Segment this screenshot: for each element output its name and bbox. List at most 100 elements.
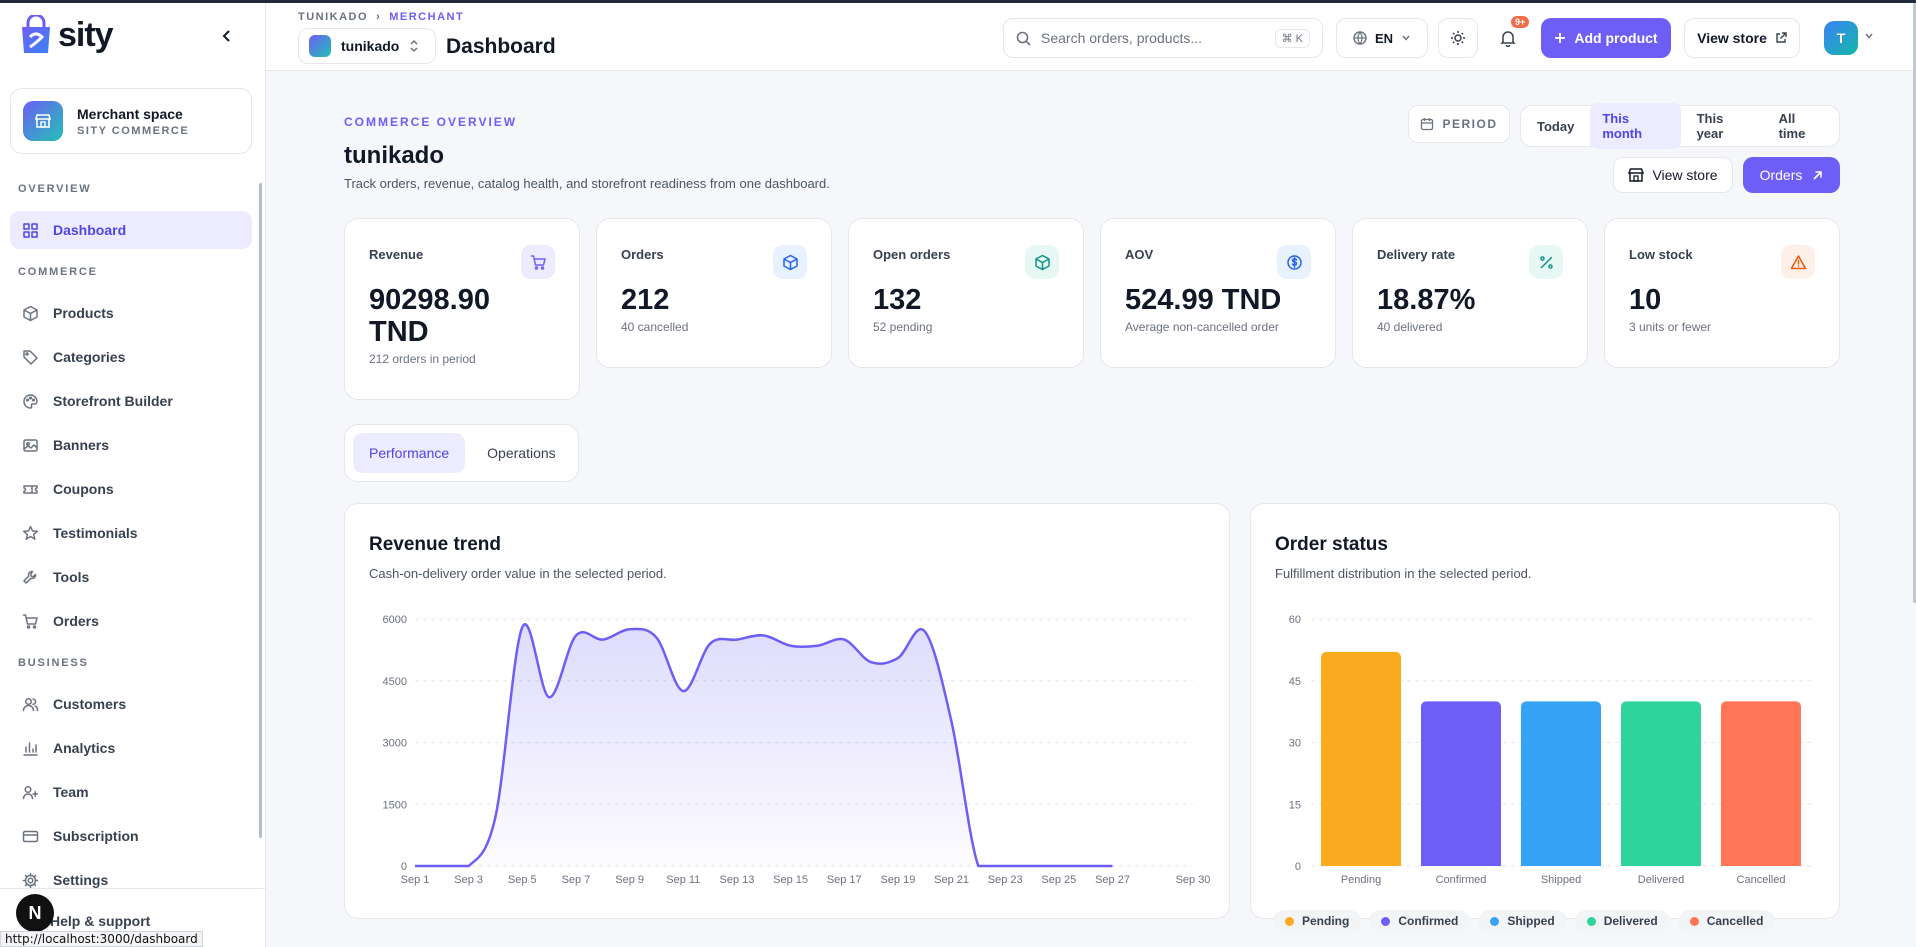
sidebar-item-orders[interactable]: Orders [10, 602, 252, 640]
sidebar-item-products[interactable]: Products [10, 294, 252, 332]
kpi-value: 90298.90 TND [369, 284, 490, 348]
x-tick-label: Sep 11 [666, 874, 700, 886]
order-status-title: Order status [1275, 534, 1388, 555]
order-status-chart: 0 15 30 45 60 Pending Confirmed Shipped Delivere… [1289, 614, 1811, 886]
sidebar-scrollbar[interactable] [259, 183, 262, 838]
store-switcher[interactable]: tunikado [298, 28, 436, 64]
x-tick-label: Shipped [1541, 874, 1581, 886]
period-option-today[interactable]: Today [1537, 118, 1575, 134]
sidebar-item-dashboard[interactable]: Dashboard [10, 211, 252, 249]
sidebar: sity Merchant space SITY COMMERCE OVERVI… [0, 3, 266, 947]
legend-item-delivered[interactable]: Delivered [1574, 910, 1670, 932]
collapse-sidebar-button[interactable] [216, 25, 238, 47]
x-tick-label: Sep 17 [827, 874, 862, 886]
x-tick-label: Pending [1341, 874, 1381, 886]
store-name: tunikado [341, 38, 400, 54]
tab-operations[interactable]: Operations [487, 445, 556, 461]
kpi-card-open-orders: Open orders 132 52 pending [848, 218, 1084, 368]
legend-item-pending[interactable]: Pending [1273, 910, 1362, 932]
x-tick-label: Sep 15 [773, 874, 808, 886]
notification-count-badge: 9+ [1511, 16, 1530, 28]
legend-item-confirmed[interactable]: Confirmed [1369, 910, 1471, 932]
kpi-card-delivery-rate: Delivery rate 18.87% 40 delivered [1352, 218, 1588, 368]
sidebar-item-categories[interactable]: Categories [10, 338, 252, 376]
search-input[interactable]: Search orders, products... ⌘ K [1003, 18, 1323, 58]
sidebar-item-coupons[interactable]: Coupons [10, 470, 252, 508]
sidebar-item-subscription[interactable]: Subscription [10, 817, 252, 855]
tab-performance[interactable]: Performance [353, 433, 466, 473]
orders-button[interactable]: Orders [1743, 157, 1840, 193]
sidebar-item-label: Customers [53, 696, 127, 712]
y-tick-label: 0 [1295, 861, 1301, 873]
page-title: Dashboard [446, 35, 556, 58]
sidebar-item-customers[interactable]: Customers [10, 685, 252, 723]
image-icon [22, 437, 39, 454]
sidebar-item-label: Banners [53, 437, 110, 453]
bar-pending[interactable] [1321, 651, 1401, 866]
sidebar-item-banners[interactable]: Banners [10, 426, 252, 464]
search-shortcut: ⌘ K [1274, 28, 1310, 48]
y-tick-label: 30 [1289, 738, 1301, 750]
x-tick-label: Sep 19 [880, 874, 915, 886]
top-header: TUNIKADO › MERCHANT tunikado Dashboard S… [266, 3, 1916, 71]
overview-subtitle: Track orders, revenue, catalog health, a… [344, 176, 830, 191]
x-tick-label: Sep 13 [719, 874, 754, 886]
legend-item-cancelled[interactable]: Cancelled [1677, 910, 1776, 932]
bar-confirmed[interactable] [1421, 701, 1501, 866]
view-store-header-button[interactable]: View store [1684, 18, 1800, 58]
revenue-trend-subtitle: Cash-on-delivery order value in the sele… [369, 566, 667, 581]
y-tick-label: 15 [1289, 799, 1301, 811]
x-tick-label: Confirmed [1436, 874, 1487, 886]
sidebar-item-label: Tools [53, 569, 90, 585]
breadcrumb-separator-icon: › [376, 11, 382, 23]
percent-icon [1529, 245, 1563, 279]
sidebar-item-team[interactable]: Team [10, 773, 252, 811]
revenue-trend-card: Revenue trend Cash-on-delivery order val… [344, 503, 1230, 919]
user-avatar[interactable]: T [1824, 21, 1858, 55]
theme-toggle-button[interactable] [1438, 18, 1478, 58]
bell-icon [1500, 30, 1516, 47]
nextjs-dev-badge[interactable]: N [16, 894, 54, 932]
arrow-up-right-icon [1813, 170, 1823, 180]
period-option-all-time[interactable]: All time [1778, 111, 1806, 141]
add-product-button[interactable]: Add product [1541, 18, 1671, 58]
kpi-subtext: 3 units or fewer [1629, 320, 1712, 334]
logo[interactable]: sity [18, 13, 114, 55]
breadcrumb-item[interactable]: TUNIKADO [298, 11, 369, 23]
language-selector[interactable]: EN [1336, 18, 1428, 58]
notifications-button[interactable] [1488, 18, 1528, 58]
sidebar-item-testimonials[interactable]: Testimonials [10, 514, 252, 552]
sidebar-item-tools[interactable]: Tools [10, 558, 252, 596]
kpi-card-revenue: Revenue 90298.90 TND 212 orders in perio… [344, 218, 580, 400]
bar-shipped[interactable] [1521, 701, 1601, 866]
sidebar-item-storefront-builder[interactable]: Storefront Builder [10, 382, 252, 420]
legend-item-shipped[interactable]: Shipped [1478, 910, 1567, 932]
cart-icon [521, 245, 555, 279]
logo-text: sity [58, 15, 114, 54]
period-option-this-year[interactable]: This year [1696, 111, 1724, 141]
status-bar-url: http://localhost:3000/dashboard [0, 931, 203, 947]
sidebar-item-analytics[interactable]: Analytics [10, 729, 252, 767]
x-tick-label: Sep 3 [454, 874, 483, 886]
dollar-icon [1277, 245, 1311, 279]
kpi-card-aov: AOV 524.99 TND Average non-cancelled ord… [1100, 218, 1336, 368]
kpi-value: 132 [873, 284, 922, 316]
card-icon [22, 828, 39, 845]
x-tick-label: Sep 25 [1041, 874, 1076, 886]
y-tick-label: 60 [1289, 614, 1301, 626]
bar-delivered[interactable] [1621, 701, 1701, 866]
help-support-link[interactable]: Help & support [50, 913, 151, 929]
period-option-this-month[interactable]: This month [1590, 103, 1681, 149]
breadcrumb-current: MERCHANT [389, 11, 465, 23]
user-menu-chevron-icon[interactable] [1864, 31, 1874, 41]
merchant-space-card[interactable]: Merchant space SITY COMMERCE [10, 88, 252, 154]
kpi-subtext: 40 cancelled [621, 320, 689, 334]
legend-label: Pending [1302, 914, 1350, 928]
main-scrollbar[interactable] [1913, 3, 1916, 603]
dashboard-tabs: Performance Operations [344, 424, 579, 482]
legend-swatch [1586, 916, 1596, 926]
view-store-button[interactable]: View store [1613, 157, 1733, 193]
sidebar-item-label: Dashboard [53, 222, 127, 238]
bar-cancelled[interactable] [1721, 701, 1801, 866]
sidebar-item-settings[interactable]: Settings [10, 861, 252, 899]
